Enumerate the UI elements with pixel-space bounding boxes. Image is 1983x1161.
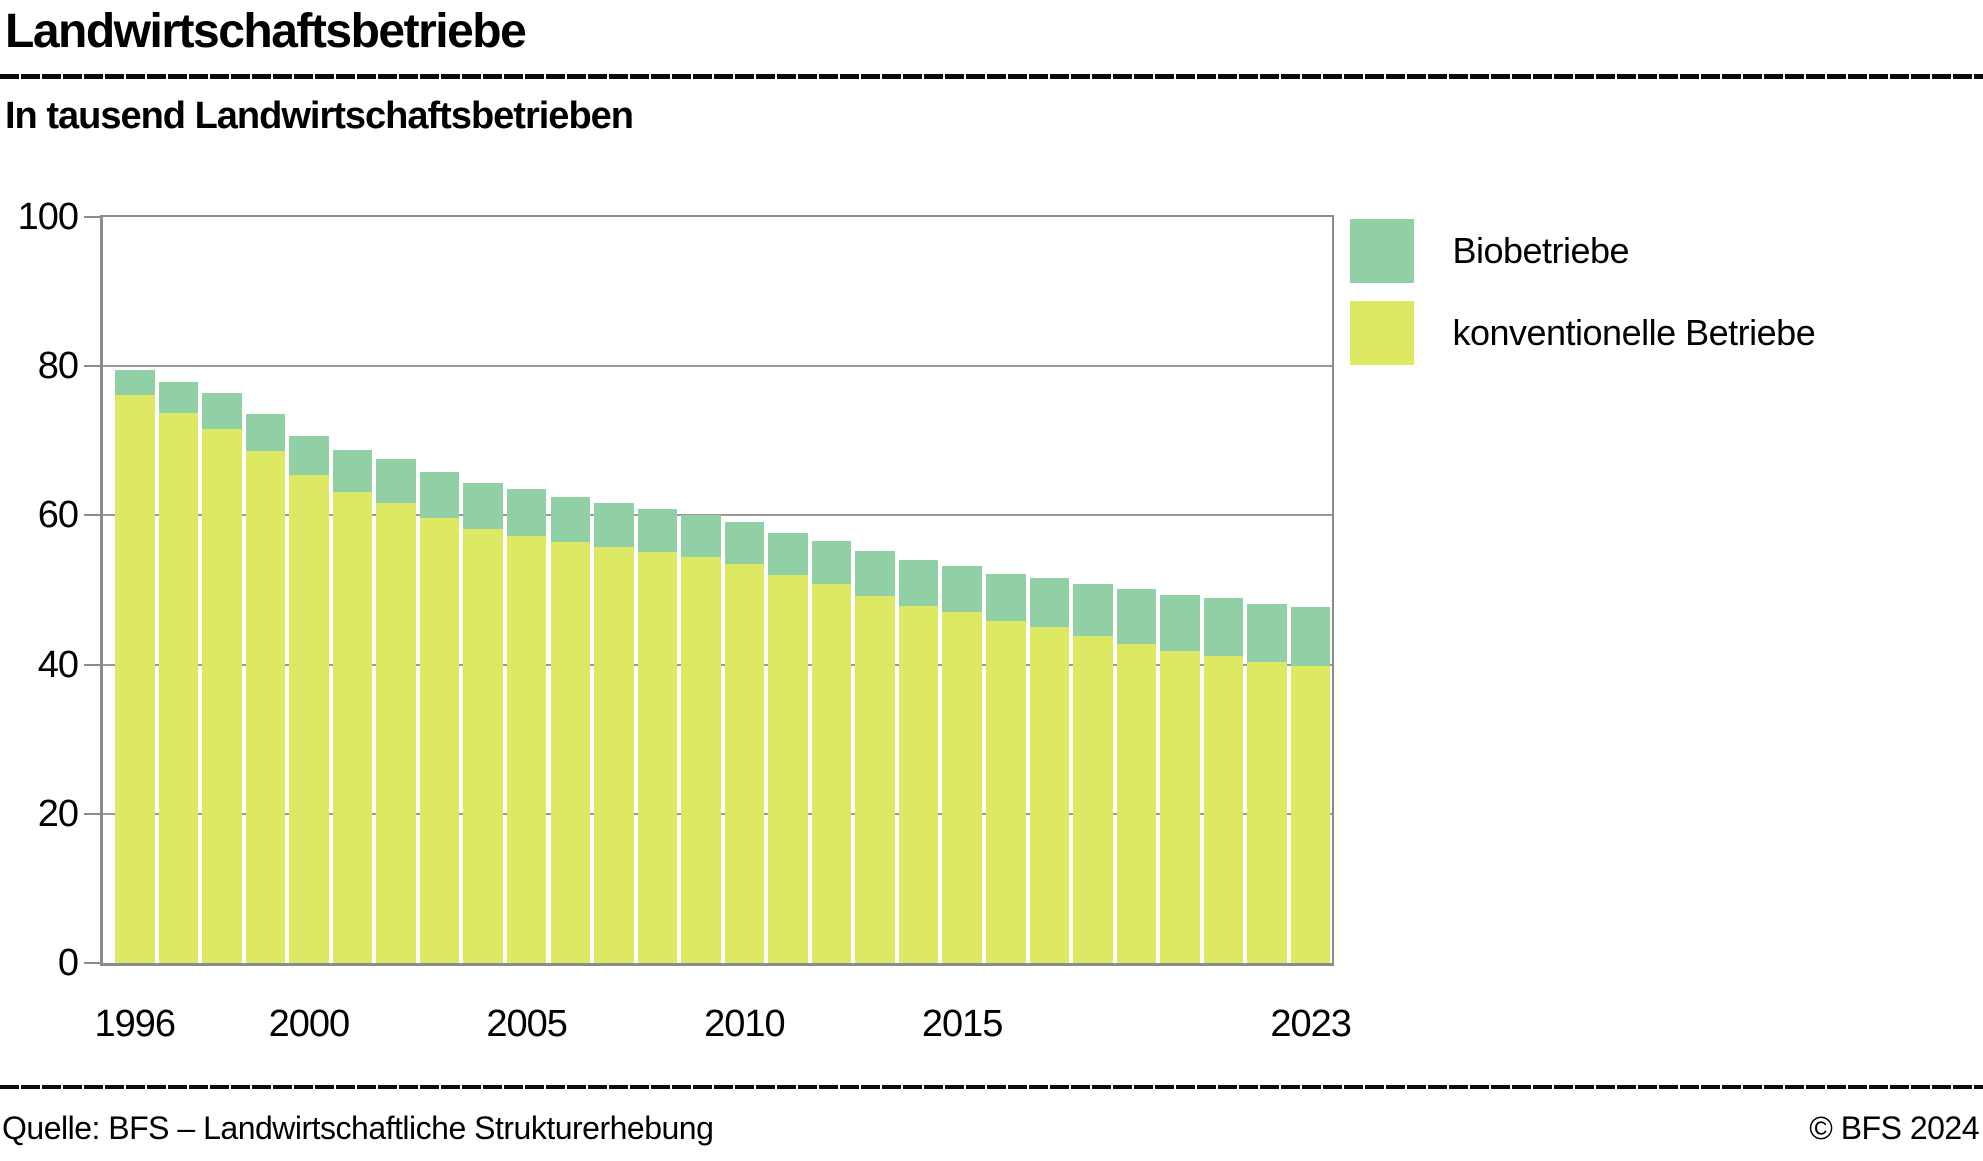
bar-2011-bio [768,533,808,576]
title-divider [0,74,1983,79]
bar-2019-bio [1116,589,1157,644]
bar-2007-konventionelle [594,547,634,963]
y-axis-label-0: 0 [57,942,79,984]
bar-2005-konventionelle [506,536,547,963]
bar-2001-konventionelle [332,491,373,963]
bar-2018-bio [1073,584,1113,636]
bar-2004-bio [463,482,503,529]
legend-item-konventionelle: konventionelle Betriebe [1350,301,1816,365]
bar-1999-konventionelle [245,451,286,963]
bar-2000-konventionelle [289,475,329,963]
bar-2017-bio [1029,578,1070,628]
legend-item-biobetriebe: Biobetriebe [1350,219,1630,283]
copyright-text: © BFS 2024 [1809,1110,1979,1146]
x-axis-label-1996: 1996 [94,1003,176,1045]
bar-2021-konventionelle [1203,655,1244,963]
x-axis-label-2005: 2005 [486,1003,568,1045]
bar-2015-konventionelle [942,612,982,963]
y-axis-label-20: 20 [37,792,79,835]
x-axis-label-2015: 2015 [921,1003,1004,1045]
y-axis-tick-0 [84,962,101,964]
bar-2020-bio [1160,594,1200,652]
bar-2013-bio [855,551,895,596]
bar-2007-bio [594,502,634,548]
bar-2008-bio [637,508,678,552]
y-axis-label-40: 40 [37,643,79,686]
footer: Quelle: BFS – Landwirtschaftliche Strukt… [2,1108,1979,1148]
bar-2014-bio [898,560,939,607]
source-text: Quelle: BFS – Landwirtschaftliche Strukt… [2,1110,714,1146]
bar-2000-bio [289,436,329,476]
bar-2011-konventionelle [768,575,808,963]
gridline-60 [103,514,1332,517]
bar-1999-bio [245,413,286,452]
bar-2004-konventionelle [463,528,503,963]
bar-2006-konventionelle [550,542,590,963]
legend-label-konventionelle: konventionelle Betriebe [1452,312,1816,353]
bar-2009-bio [681,515,721,558]
footer-divider [0,1085,1983,1089]
y-axis-tick-40 [84,663,101,666]
bar-1997-konventionelle [158,413,199,963]
x-axis-label-2000: 2000 [268,1003,351,1045]
chart-subtitle: In tausend Landwirtschaftsbetrieben [5,95,634,137]
y-axis-tick-20 [84,812,101,815]
bar-2023-bio [1290,607,1331,667]
y-axis-tick-100 [84,216,101,218]
bar-1996-konventionelle [115,394,155,963]
bar-2022-bio [1247,604,1287,663]
bar-2017-konventionelle [1029,627,1070,963]
bar-2010-konventionelle [724,563,765,963]
x-axis-label-2023: 2023 [1270,1003,1352,1045]
bar-2005-bio [506,488,547,537]
y-axis-tick-60 [84,514,101,517]
bar-2003-konventionelle [419,517,460,963]
bar-2012-konventionelle [811,584,852,963]
bar-2016-bio [986,573,1026,621]
bar-2023-konventionelle [1290,666,1331,963]
bar-2018-konventionelle [1073,635,1113,963]
x-axis-label-2010: 2010 [704,1003,786,1045]
bar-2014-konventionelle [898,606,939,963]
bar-2019-konventionelle [1116,643,1157,963]
bar-1996-bio [115,369,155,395]
bar-2016-konventionelle [986,620,1026,963]
bar-2001-bio [332,449,373,492]
legend-label-biobetriebe: Biobetriebe [1452,230,1630,271]
bar-2008-konventionelle [637,551,678,963]
legend-swatch-biobetriebe [1350,219,1414,283]
legend-swatch-konventionelle [1350,301,1414,365]
bar-1997-bio [158,381,199,414]
bar-1998-bio [202,393,242,429]
bar-2013-konventionelle [855,595,895,963]
bar-2020-konventionelle [1160,651,1200,963]
page-title: Landwirtschaftsbetriebe [5,5,527,58]
bar-2009-konventionelle [681,557,721,963]
bar-2003-bio [419,472,460,518]
bar-2010-bio [724,522,765,564]
bar-2015-bio [942,566,982,613]
bar-2012-bio [811,540,852,585]
y-axis-label-80: 80 [37,345,79,388]
gridline-80 [103,365,1332,368]
bar-2022-konventionelle [1247,662,1287,963]
bar-2021-bio [1203,598,1244,656]
bar-2002-konventionelle [376,503,416,963]
y-axis-label-60: 60 [37,494,79,537]
y-axis-label-100: 100 [17,196,79,238]
y-axis-tick-80 [84,365,101,368]
bar-2002-bio [376,459,416,504]
bar-1998-konventionelle [202,428,242,963]
plot-area [100,215,1334,966]
bar-2006-bio [550,496,590,543]
